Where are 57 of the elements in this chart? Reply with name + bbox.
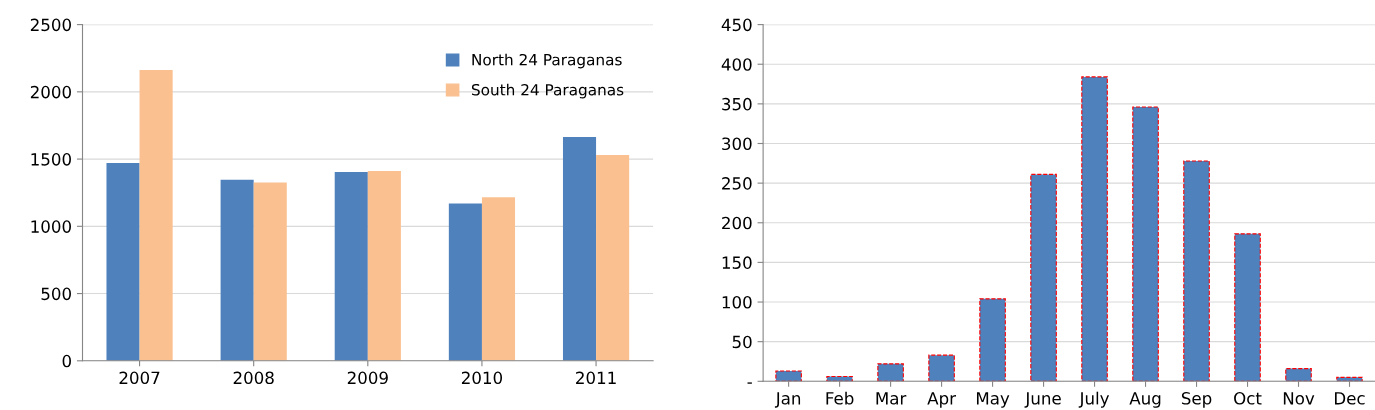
bar (1234, 233, 1261, 382)
bar (253, 182, 287, 361)
bar (562, 137, 597, 361)
x-tick-label: 2010 (461, 371, 503, 385)
y-tick-label: 2000 (30, 85, 71, 99)
x-tick-label: Mar (876, 392, 907, 405)
x-tick-label: 2008 (233, 371, 274, 385)
x-tick-label: 2009 (347, 371, 388, 385)
x-tick-label: Sep (1181, 392, 1212, 408)
y-tick-label: 50 (732, 335, 752, 349)
bar (596, 154, 630, 361)
x-tick-label: Jan (774, 392, 801, 408)
bar (334, 171, 368, 361)
y-tick-label: 500 (41, 287, 71, 301)
x-tick-label: Dec (1335, 392, 1365, 405)
y-tick-label: 250 (722, 177, 752, 190)
y-tick-label: 1000 (31, 220, 71, 233)
y-tick-label: - (747, 382, 752, 384)
bar (1132, 106, 1159, 382)
bar (367, 171, 401, 361)
y-tick-label: 100 (722, 296, 752, 309)
bar (1285, 368, 1312, 382)
x-tick-label: Apr (927, 392, 956, 408)
bar (1183, 160, 1210, 382)
bar (1030, 173, 1057, 382)
y-tick-label: 0 (62, 354, 71, 368)
y-tick-label: 200 (722, 216, 752, 230)
x-tick-label: Feb (826, 391, 854, 405)
y-tick-label: 150 (722, 256, 752, 269)
x-tick-label: 2011 (576, 371, 616, 385)
bar (1081, 76, 1108, 382)
legend-label: North 24 Paraganas (472, 53, 622, 69)
bar (448, 203, 482, 361)
bar (220, 179, 254, 361)
x-tick-label: July (1078, 391, 1110, 408)
y-tick-label: 2500 (30, 18, 71, 32)
bar (877, 363, 904, 382)
x-tick-label: 2007 (119, 371, 160, 385)
x-tick-label: Nov (1283, 392, 1315, 405)
bar (826, 375, 853, 382)
bar (481, 197, 516, 361)
y-tick-label: 300 (722, 137, 752, 151)
y-tick-label: 350 (722, 97, 752, 111)
bar (979, 298, 1006, 382)
x-tick-label: June (1024, 392, 1061, 408)
bar (1336, 376, 1363, 382)
bar (139, 70, 173, 361)
x-tick-label: May (976, 392, 1010, 408)
y-tick-label: 1500 (31, 153, 71, 166)
legend-label: South 24 Paraganas (471, 83, 624, 99)
bar (775, 370, 802, 382)
x-tick-label: Oct (1234, 392, 1262, 405)
y-tick-label: 400 (721, 58, 752, 71)
x-tick-label: Aug (1129, 392, 1161, 408)
y-tick-label: 450 (721, 18, 752, 32)
bar (106, 163, 140, 361)
bar (928, 354, 955, 382)
